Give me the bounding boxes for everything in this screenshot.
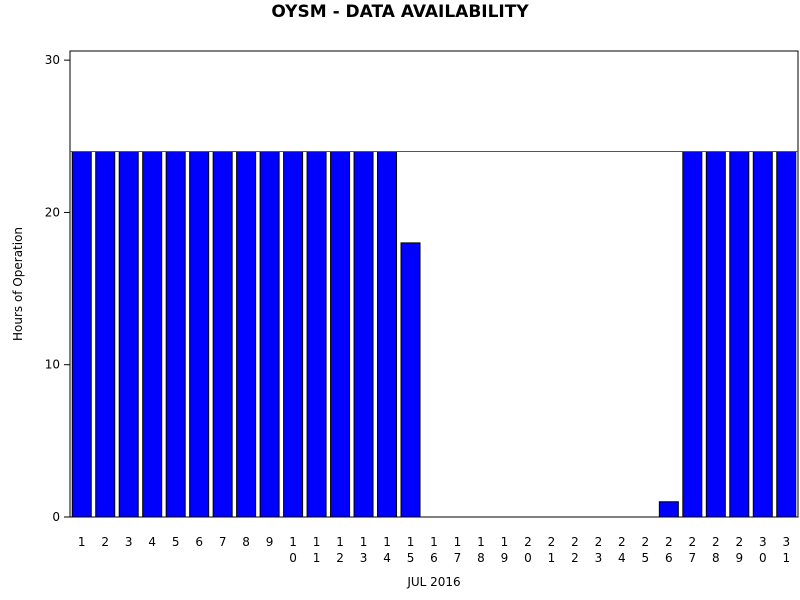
bar	[259, 151, 280, 518]
y-tick-label: 20	[45, 205, 60, 219]
bar	[283, 151, 304, 518]
bar	[189, 151, 210, 518]
y-tick-label: 10	[45, 358, 60, 372]
x-tick-label: 4	[148, 535, 156, 549]
bar	[752, 151, 773, 518]
bar	[658, 501, 679, 518]
y-axis-label: Hours of Operation	[11, 227, 25, 341]
bar	[377, 151, 398, 518]
y-tick-label: 0	[52, 510, 60, 524]
x-tick-label: 6	[195, 535, 203, 549]
bar	[330, 151, 351, 518]
x-axis-label: JUL 2016	[406, 575, 460, 589]
x-tick-label: 5	[172, 535, 180, 549]
bar	[95, 151, 116, 518]
x-tick-label: 8	[242, 535, 250, 549]
bar	[353, 151, 374, 518]
bar	[776, 151, 797, 518]
x-tick-label: 1	[78, 535, 86, 549]
bar	[705, 151, 726, 518]
bar	[71, 151, 92, 518]
x-tick-label: 3	[125, 535, 133, 549]
bar	[682, 151, 703, 518]
bar	[306, 151, 327, 518]
bar	[118, 151, 139, 518]
x-tick-label: 2	[101, 535, 109, 549]
bar	[142, 151, 163, 518]
x-tick-label: 7	[219, 535, 227, 549]
bar	[212, 151, 233, 518]
bar	[236, 151, 257, 518]
chart-title: OYSM - DATA AVAILABILITY	[271, 2, 529, 22]
x-tick-label: 9	[266, 535, 274, 549]
y-tick-label: 30	[45, 53, 60, 67]
bar	[729, 151, 750, 518]
plot-frame	[69, 50, 799, 518]
bar	[165, 151, 186, 518]
bar	[400, 242, 421, 518]
